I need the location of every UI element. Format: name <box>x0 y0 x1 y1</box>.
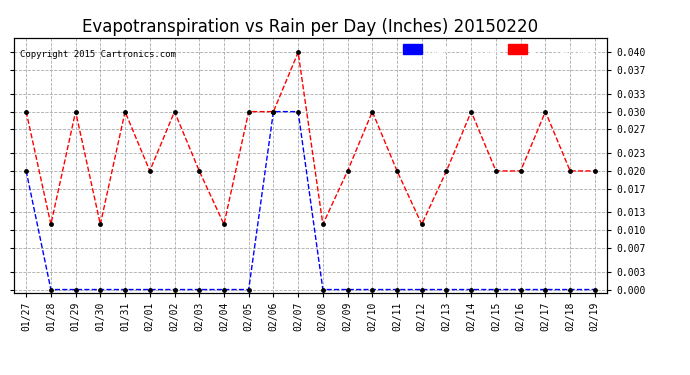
Title: Evapotranspiration vs Rain per Day (Inches) 20150220: Evapotranspiration vs Rain per Day (Inch… <box>82 18 539 36</box>
Legend: Rain  (Inches), ET  (Inches): Rain (Inches), ET (Inches) <box>401 42 602 57</box>
Text: Copyright 2015 Cartronics.com: Copyright 2015 Cartronics.com <box>20 50 176 59</box>
